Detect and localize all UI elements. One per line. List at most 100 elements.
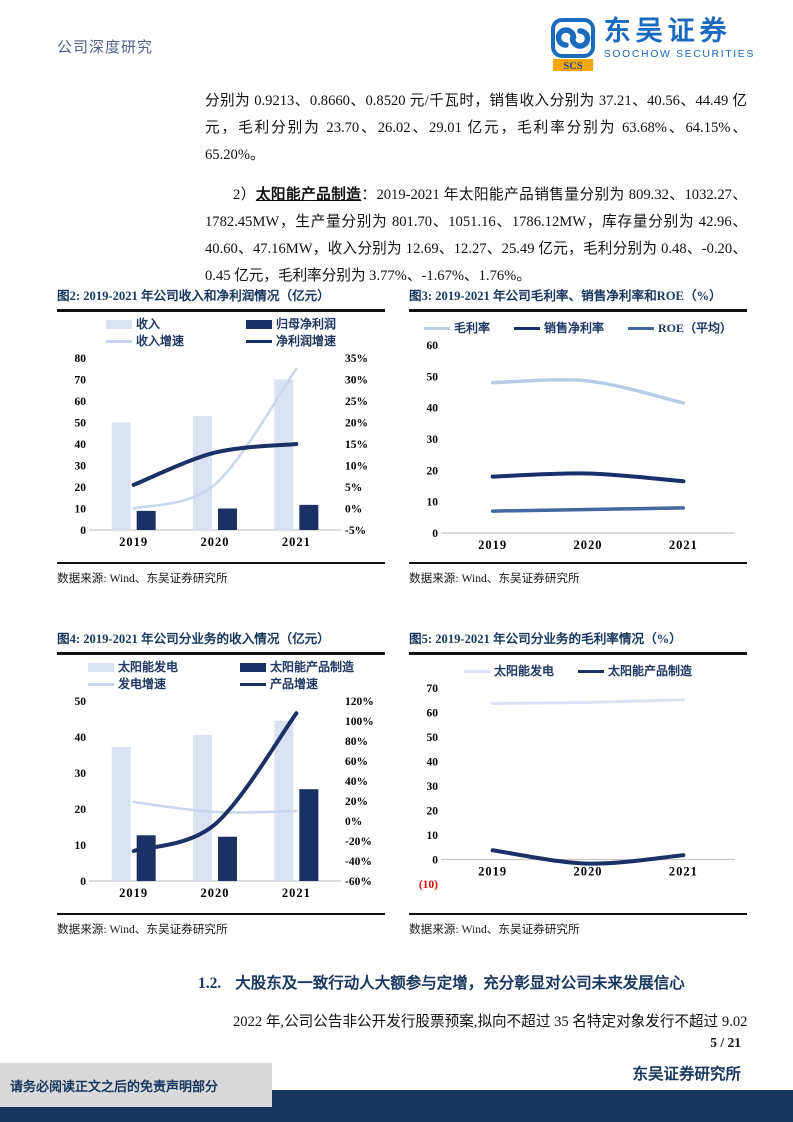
- figure-4-chart-canvas: 0 10 20 30 40 50 -60% -40% -20% 0% 20% 40% 60% 80% 100…: [75, 696, 374, 900]
- svg-text:40: 40: [75, 732, 87, 744]
- legend-item: 太阳能产品制造: [240, 659, 354, 676]
- legend-label: 太阳能发电: [493, 664, 554, 678]
- figure-4-body: 太阳能发电 太阳能产品制造 发电增速 产品增速 0 10 20 30 40 50 -60% -40%…: [57, 655, 385, 913]
- svg-text:-5%: -5%: [345, 525, 366, 537]
- line-series: [132, 800, 298, 814]
- svg-text:0: 0: [432, 855, 438, 867]
- legend-item: 销售净利率: [513, 320, 604, 337]
- legend-label: 归母净利润: [276, 317, 337, 331]
- svg-text:30: 30: [75, 768, 87, 780]
- svg-text:30%: 30%: [345, 375, 368, 387]
- legend-swatch: [423, 326, 450, 331]
- svg-text:0%: 0%: [345, 504, 362, 516]
- legend-item: ROE（平均）: [628, 320, 732, 337]
- legend-label: 净利润增速: [276, 334, 337, 348]
- svg-text:(10): (10): [419, 879, 438, 891]
- figure-4-title: 图4: 2019-2021 年公司分业务的收入情况（亿元）: [57, 626, 385, 655]
- legend-label: 发电增速: [117, 677, 166, 691]
- line-series: [491, 698, 685, 705]
- svg-text:50: 50: [427, 371, 439, 383]
- figure-3-body: 毛利率 销售净利率 ROE（平均） 0 10 20 30 40 50 60 2019 2020 202…: [409, 312, 747, 562]
- legend-item: 太阳能发电: [463, 663, 554, 680]
- figure-5-body: 太阳能发电 太阳能产品制造 (10) 0 10 20 30 40 50 60 70 2019 2020…: [409, 655, 747, 913]
- figure-5: 图5: 2019-2021 年公司分业务的毛利率情况（%） 太阳能发电 太阳能产品…: [409, 626, 747, 937]
- line-series: [490, 848, 686, 866]
- institute-name: 东吴证券研究所: [632, 1066, 741, 1083]
- legend-item: 收入: [105, 316, 184, 333]
- figure-2-body: 收入 归母净利润 收入增速 净利润增速 0 10 20 30 40 50 60 70 80 -5% 0% 5…: [57, 312, 385, 562]
- soochow-logo: SCS 东吴证券 SOOCHOW SECURITIES: [550, 18, 755, 72]
- figure-5-source: 数据来源: Wind、东吴证券研究所: [409, 913, 747, 937]
- legend-label: 收入: [135, 317, 160, 331]
- svg-text:40: 40: [427, 757, 439, 769]
- svg-text:2021: 2021: [669, 865, 698, 879]
- section-title-text: 大股东及一致行动人大额参与定增，充分彰显对公司未来发展信心: [235, 975, 685, 992]
- figure-2-title: 图2: 2019-2021 年公司收入和净利润情况（亿元）: [57, 283, 385, 312]
- figures-grid: 图2: 2019-2021 年公司收入和净利润情况（亿元） 收入 归母净利润 收入增…: [57, 283, 747, 937]
- svg-text:2021: 2021: [669, 538, 698, 552]
- bold-term: 太阳能产品制造: [255, 187, 362, 203]
- svg-text:70: 70: [75, 375, 87, 387]
- line-series: [490, 378, 686, 405]
- figure-2: 图2: 2019-2021 年公司收入和净利润情况（亿元） 收入 归母净利润 收入增…: [57, 283, 385, 586]
- figure-5-chart-canvas: (10) 0 10 20 30 40 50 60 70 2019 2020 2021: [419, 683, 735, 891]
- bar-series: [111, 379, 294, 530]
- legend-swatch: [246, 339, 272, 344]
- svg-text:2021: 2021: [282, 535, 311, 549]
- legend-swatch: [463, 669, 490, 674]
- figure-2-source: 数据来源: Wind、东吴证券研究所: [57, 562, 385, 586]
- svg-text:100%: 100%: [345, 716, 374, 728]
- disclaimer-box: 请务必阅读正文之后的免责声明部分: [0, 1063, 272, 1107]
- line-series: [131, 442, 299, 487]
- bar-series: [111, 720, 294, 881]
- svg-text:80%: 80%: [345, 736, 368, 748]
- legend-item: 产品增速: [240, 676, 354, 693]
- soochow-logo-icon: SCS: [550, 18, 595, 72]
- line-series: [132, 367, 298, 510]
- svg-text:30: 30: [75, 461, 87, 473]
- paragraph-2-rest: ：2019-2021 年太阳能产品销售量分别为 809.32、1032.27、1…: [205, 187, 747, 284]
- figure-3-legend: 毛利率 销售净利率 ROE（平均）: [409, 312, 747, 337]
- page-header: 公司深度研究 SCS 东吴证券 SOOCHOW SECURITIES: [0, 0, 793, 80]
- legend-label: 太阳能产品制造: [608, 664, 693, 678]
- figure-2-legend: 收入 归母净利润 收入增速 净利润增速: [57, 312, 385, 350]
- legend-label: 太阳能发电: [117, 660, 178, 674]
- legend-swatch: [578, 669, 604, 674]
- legend-item: 归母净利润: [246, 316, 336, 333]
- figure-3-title: 图3: 2019-2021 年公司毛利率、销售净利率和ROE（%）: [409, 283, 747, 312]
- logo-cn-text: 东吴证券: [603, 16, 732, 46]
- svg-text:2020: 2020: [574, 538, 603, 552]
- line-series: [490, 506, 686, 513]
- report-category: 公司深度研究: [57, 40, 154, 56]
- svg-text:10: 10: [75, 840, 87, 852]
- legend-label: 毛利率: [453, 321, 490, 335]
- legend-item: 发电增速: [87, 676, 178, 693]
- legend-label: 太阳能产品制造: [270, 660, 355, 674]
- svg-text:40: 40: [75, 439, 87, 451]
- figure-5-legend: 太阳能发电 太阳能产品制造: [409, 655, 747, 680]
- svg-text:50: 50: [75, 696, 87, 708]
- legend-label: ROE（平均）: [658, 321, 733, 335]
- svg-text:40: 40: [427, 403, 439, 415]
- paragraph-3: 2022 年,公司公告非公开发行股票预案,拟向不超过 35 名特定对象发行不超过…: [233, 1014, 748, 1030]
- list-number: 2）: [233, 187, 256, 203]
- legend-item: 太阳能产品制造: [578, 663, 692, 680]
- svg-text:2021: 2021: [282, 886, 311, 900]
- legend-swatch: [513, 326, 540, 331]
- svg-text:10%: 10%: [345, 461, 368, 473]
- legend-label: 产品增速: [270, 677, 319, 691]
- svg-text:70: 70: [427, 683, 439, 695]
- svg-text:-40%: -40%: [345, 856, 372, 868]
- svg-text:35%: 35%: [345, 353, 368, 365]
- section-number: 1.2.: [198, 975, 222, 992]
- section-heading: 1.2. 大股东及一致行动人大额参与定增，充分彰显对公司未来发展信心: [198, 971, 685, 993]
- legend-swatch: [105, 339, 132, 344]
- svg-text:20%: 20%: [345, 418, 368, 430]
- figure-5-title: 图5: 2019-2021 年公司分业务的毛利率情况（%）: [409, 626, 747, 655]
- svg-text:0%: 0%: [345, 816, 362, 828]
- svg-text:5%: 5%: [345, 482, 362, 494]
- disclaimer-text: 请务必阅读正文之后的免责声明部分: [10, 1078, 219, 1094]
- svg-text:50: 50: [75, 418, 87, 430]
- legend-item: 净利润增速: [246, 333, 336, 350]
